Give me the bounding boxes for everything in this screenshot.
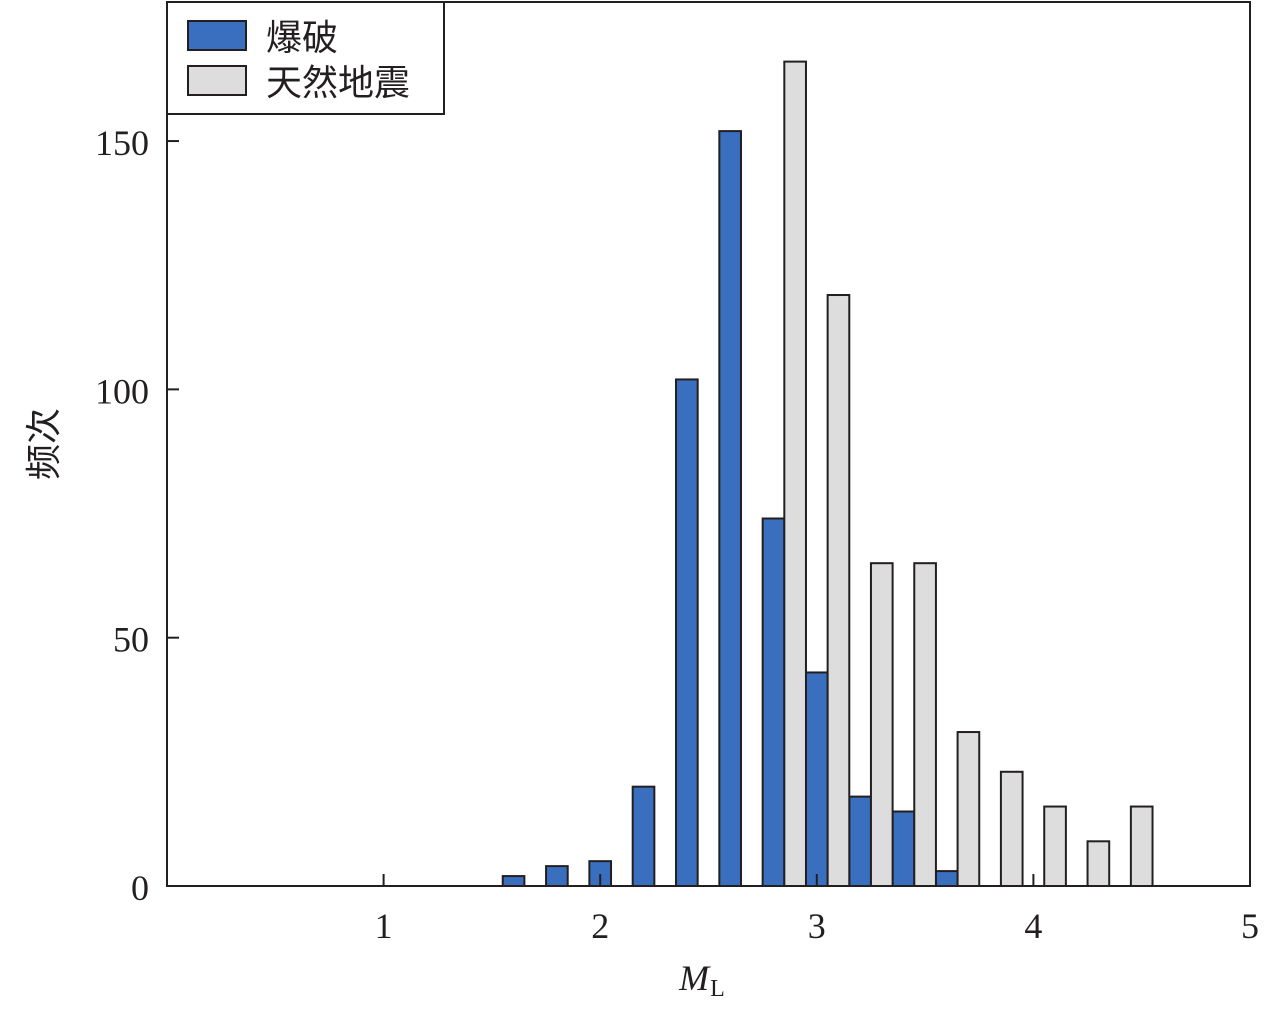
bar-series-1-bin-7 <box>1086 840 1111 887</box>
x-tick-label-0: 1 <box>375 906 393 946</box>
bar-series-0-bin-1 <box>545 865 569 888</box>
bar-series-1-bin-6 <box>1043 805 1067 887</box>
legend-label-blasting: 爆破 <box>266 18 338 59</box>
x-axis-ticks: 1 2 3 4 5 <box>375 874 1259 946</box>
y-tick-label-0: 0 <box>131 868 149 908</box>
y-tick-label-3: 150 <box>95 123 149 163</box>
bars-layer <box>501 60 1154 888</box>
bar-series-0-bin-10 <box>934 870 959 887</box>
x-tick-label-3: 4 <box>1024 906 1042 946</box>
bar-series-1-bin-4 <box>956 731 981 887</box>
plot-frame <box>166 1 1251 887</box>
bar-series-1-bin-5 <box>999 770 1024 888</box>
bar-series-1-bin-2 <box>869 562 894 887</box>
bar-series-0-bin-8 <box>848 795 872 887</box>
bar-series-0-bin-9 <box>891 810 916 888</box>
legend-swatch-blasting <box>187 20 247 51</box>
bar-series-1-bin-0 <box>783 60 807 888</box>
legend-swatch-natural-earthquake <box>187 65 247 96</box>
bar-series-1-bin-8 <box>1129 805 1154 887</box>
bar-series-0-bin-6 <box>761 517 786 887</box>
bar-series-0-bin-0 <box>501 875 526 888</box>
x-axis-title-subscript: L <box>710 976 725 1002</box>
bar-series-1-bin-1 <box>826 294 851 887</box>
bar-series-0-bin-7 <box>804 671 829 888</box>
plot-background <box>167 2 1250 886</box>
bar-series-0-bin-3 <box>631 785 656 887</box>
x-tick-label-2: 3 <box>808 906 826 946</box>
legend-label-natural-earthquake: 天然地震 <box>266 63 410 104</box>
y-tick-label-1: 50 <box>113 620 149 660</box>
bar-series-0-bin-5 <box>718 130 742 887</box>
x-axis-title: ML <box>678 958 725 1002</box>
y-axis-title: 频次 <box>24 408 64 480</box>
y-tick-label-2: 100 <box>95 371 149 411</box>
y-axis-ticks: 0 50 100 150 <box>95 123 179 908</box>
x-tick-label-4: 5 <box>1241 906 1259 946</box>
legend: 爆破 天然地震 <box>166 1 445 115</box>
bar-series-0-bin-4 <box>675 378 699 887</box>
x-tick-label-1: 2 <box>591 906 609 946</box>
bar-series-1-bin-3 <box>913 562 937 887</box>
